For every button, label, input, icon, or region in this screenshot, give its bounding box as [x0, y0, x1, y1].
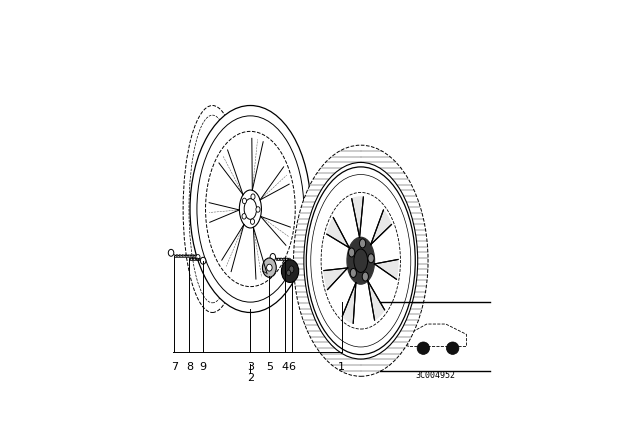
Ellipse shape — [354, 249, 367, 272]
Circle shape — [417, 342, 429, 354]
Text: 5: 5 — [266, 362, 273, 372]
Ellipse shape — [267, 264, 272, 271]
Polygon shape — [342, 283, 356, 323]
Text: 4: 4 — [282, 362, 289, 372]
Ellipse shape — [251, 194, 255, 199]
Ellipse shape — [244, 198, 257, 220]
Ellipse shape — [360, 239, 365, 248]
Polygon shape — [327, 218, 349, 248]
Ellipse shape — [270, 254, 276, 261]
Ellipse shape — [250, 219, 255, 224]
Ellipse shape — [287, 270, 291, 276]
Ellipse shape — [294, 145, 428, 376]
Polygon shape — [352, 197, 364, 237]
Ellipse shape — [307, 167, 415, 354]
Ellipse shape — [243, 198, 246, 204]
Polygon shape — [371, 210, 392, 245]
Polygon shape — [324, 268, 348, 289]
Text: 2: 2 — [247, 373, 254, 383]
Ellipse shape — [347, 237, 374, 284]
Text: 1: 1 — [339, 362, 346, 372]
Ellipse shape — [350, 268, 356, 277]
Text: 3C004952: 3C004952 — [415, 371, 455, 380]
Ellipse shape — [304, 163, 418, 359]
Ellipse shape — [368, 254, 374, 263]
Text: 8: 8 — [186, 362, 193, 372]
Ellipse shape — [289, 266, 294, 273]
Polygon shape — [374, 259, 398, 279]
Ellipse shape — [196, 254, 200, 260]
Text: 6: 6 — [288, 362, 295, 372]
Text: 9: 9 — [200, 362, 207, 372]
Ellipse shape — [349, 248, 355, 257]
Polygon shape — [368, 281, 385, 320]
Ellipse shape — [200, 257, 206, 264]
Ellipse shape — [321, 193, 401, 329]
Ellipse shape — [168, 250, 174, 256]
Ellipse shape — [183, 105, 242, 313]
Text: 3: 3 — [247, 362, 254, 372]
Ellipse shape — [256, 207, 260, 212]
Circle shape — [447, 342, 459, 354]
Ellipse shape — [190, 105, 311, 313]
Ellipse shape — [282, 260, 299, 283]
Ellipse shape — [262, 258, 276, 277]
Ellipse shape — [242, 214, 246, 219]
Text: 7: 7 — [171, 362, 178, 372]
Ellipse shape — [239, 190, 261, 228]
Ellipse shape — [362, 272, 369, 281]
